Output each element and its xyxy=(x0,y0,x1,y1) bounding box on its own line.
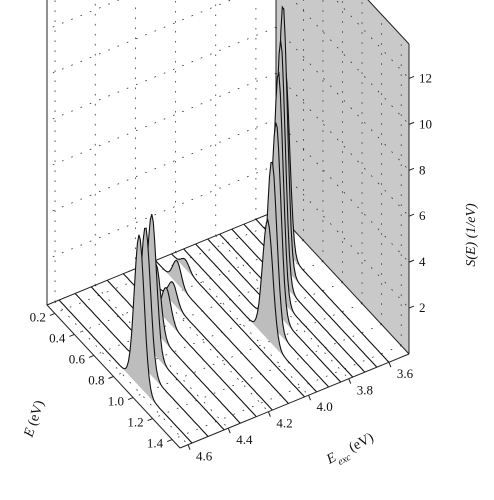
e-tick-label: 0.8 xyxy=(88,373,104,388)
spectrum-line xyxy=(138,266,273,411)
spectrum-line xyxy=(207,122,342,383)
frame-edge xyxy=(367,0,410,45)
e-tick-label: 1.4 xyxy=(147,436,164,451)
eexc-axis-tick xyxy=(348,378,352,384)
side-wall xyxy=(275,0,410,354)
floor-grid-line xyxy=(54,219,285,314)
e-axis-tick xyxy=(69,333,75,337)
eexc-tick-label: 4.2 xyxy=(276,416,292,431)
spectrum-line xyxy=(183,218,318,393)
spectrum-line xyxy=(90,214,225,431)
e-tick-label: 1.2 xyxy=(127,415,143,430)
e-tick-label: 0.2 xyxy=(30,309,46,324)
eexc-tick-label: 3.8 xyxy=(357,383,373,398)
s-tick-label: 8 xyxy=(419,162,426,177)
eexc-axis-tick xyxy=(227,428,231,434)
e-tick-label: 0.4 xyxy=(49,330,66,345)
eexc-tick-label: 4.4 xyxy=(236,432,253,447)
eexc-axis-tick xyxy=(388,362,392,368)
frame-edge xyxy=(179,353,410,449)
s-axis-tick xyxy=(408,167,415,171)
s-axis-tick xyxy=(408,259,415,263)
s-tick-label: 2 xyxy=(419,300,426,315)
s-tick-label: 6 xyxy=(419,208,426,223)
back-wall xyxy=(46,0,277,305)
back-grid-line xyxy=(46,26,277,122)
eexc-tick-label: 3.6 xyxy=(397,366,414,381)
floor-grid-line xyxy=(132,303,363,398)
e-tick-label: 0.6 xyxy=(69,351,86,366)
e-axis-tick xyxy=(166,439,173,443)
frame-edge xyxy=(46,210,277,306)
s-axis-tick xyxy=(408,305,415,309)
s-axis-tick xyxy=(408,213,415,217)
eexc-axis-tick xyxy=(308,395,312,401)
e-axis-tick xyxy=(49,312,56,316)
spectra-curves xyxy=(58,5,390,444)
s-tick-label: 4 xyxy=(419,254,426,269)
spectrum-line xyxy=(58,234,193,444)
eexc-tick-label: 4.0 xyxy=(317,399,333,414)
axis-ticks: 0.20.40.60.8 1.01.2 1.4 3.6 3.8 4.0 4.2 4.4 4.6 2… xyxy=(30,70,432,463)
back-wall-face xyxy=(47,0,276,305)
e-axis-tick xyxy=(108,376,114,379)
e-axis-tick xyxy=(88,355,95,358)
eexc-axis-tick xyxy=(187,444,191,450)
eexc-axis-title-unit: (eV) xyxy=(344,430,377,457)
s-axis-title: S(E) (1/eV) xyxy=(464,203,479,267)
back-grid-line xyxy=(46,72,277,168)
spectrum-fill xyxy=(183,220,317,392)
spectrum-line xyxy=(155,259,289,404)
s-tick-label: 10 xyxy=(419,116,432,131)
spectrum-fill xyxy=(91,214,225,430)
spectrum-line xyxy=(231,40,366,373)
e-axis-title: E (eV) xyxy=(21,398,47,440)
floor-grid-line xyxy=(113,282,343,377)
eexc-axis-title: Eexc (eV) xyxy=(323,430,378,472)
e-axis-tick xyxy=(147,418,153,422)
eexc-tick-label: 4.6 xyxy=(196,449,213,464)
back-grid-line xyxy=(46,164,277,260)
side-wall-face xyxy=(276,0,409,354)
spectrum-line xyxy=(171,253,305,398)
spectrum-line xyxy=(219,71,354,378)
frame-edge xyxy=(275,210,410,355)
e-tick-label: 1.0 xyxy=(108,394,124,409)
spectrum-line xyxy=(106,262,241,424)
s-axis-tick xyxy=(408,121,415,125)
eexc-axis-tick xyxy=(267,411,271,417)
back-grid-line xyxy=(46,118,277,214)
floor-grid-line xyxy=(171,345,402,440)
floor-grid-line xyxy=(152,324,383,419)
s-axis-tick xyxy=(408,75,415,79)
s-tick-label: 12 xyxy=(419,70,432,85)
e-axis-title-unit: (eV) xyxy=(24,398,47,431)
e-axis-tick xyxy=(127,397,134,400)
